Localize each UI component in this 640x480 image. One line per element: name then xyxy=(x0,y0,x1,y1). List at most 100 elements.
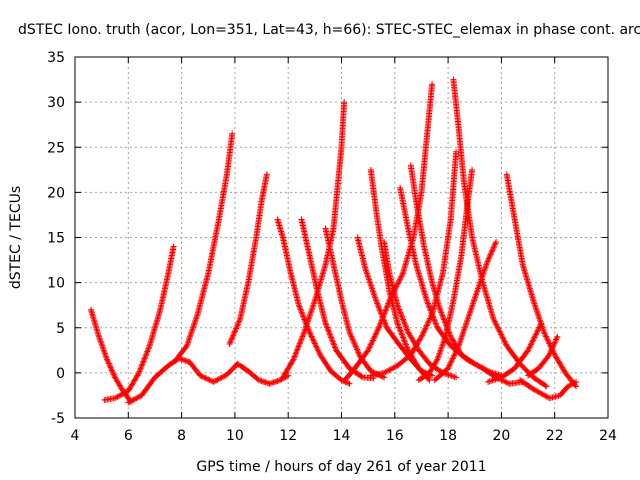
data-point xyxy=(426,316,433,323)
data-point xyxy=(293,347,300,354)
plot-area xyxy=(87,76,580,406)
data-point xyxy=(379,313,386,320)
data-point xyxy=(433,357,440,364)
data-point xyxy=(451,351,458,358)
data-point xyxy=(486,254,493,261)
data-point xyxy=(433,321,440,328)
data-point xyxy=(466,311,473,318)
data-point xyxy=(291,353,298,360)
data-point xyxy=(483,367,490,374)
data-point xyxy=(143,351,150,358)
data-series xyxy=(367,148,460,379)
data-point xyxy=(370,336,377,343)
data-point xyxy=(397,274,404,281)
data-point xyxy=(332,345,339,352)
data-point xyxy=(298,309,305,316)
data-point xyxy=(501,378,508,385)
data-point xyxy=(535,312,542,319)
data-point xyxy=(445,365,452,372)
data-point xyxy=(139,361,146,368)
data-point xyxy=(135,393,142,400)
data-point xyxy=(394,320,401,327)
data-point xyxy=(189,327,196,334)
data-point xyxy=(424,299,431,306)
data-point xyxy=(573,378,580,385)
data-point xyxy=(189,326,196,333)
data-point xyxy=(111,372,118,379)
data-point xyxy=(440,315,447,322)
data-point xyxy=(115,392,122,399)
data-point xyxy=(308,308,315,315)
data-point xyxy=(125,399,132,406)
data-point xyxy=(396,325,403,332)
data-point xyxy=(221,373,228,380)
data-point xyxy=(464,315,471,322)
data-point xyxy=(491,318,498,325)
data-point xyxy=(365,275,372,282)
data-point xyxy=(345,380,352,387)
data-point xyxy=(551,340,558,347)
data-point xyxy=(376,306,383,313)
data-point xyxy=(375,304,382,311)
data-point xyxy=(493,239,500,246)
data-point xyxy=(325,327,332,334)
data-point xyxy=(192,318,199,325)
data-point xyxy=(395,305,402,312)
data-point xyxy=(382,320,389,327)
data-point xyxy=(471,360,478,367)
data-point xyxy=(473,361,480,368)
data-point xyxy=(393,283,400,290)
data-point xyxy=(423,322,430,329)
data-point xyxy=(534,311,541,318)
data-point xyxy=(445,371,452,378)
data-point xyxy=(492,370,499,377)
data-point xyxy=(438,309,445,316)
x-tick-label: 6 xyxy=(124,428,133,444)
data-point xyxy=(233,325,240,332)
data-point xyxy=(473,290,480,297)
data-point xyxy=(404,327,411,334)
data-series xyxy=(101,243,177,403)
y-tick-label: -5 xyxy=(51,411,65,427)
data-point xyxy=(430,314,437,321)
data-point xyxy=(491,241,498,248)
data-point xyxy=(426,303,433,310)
data-point xyxy=(111,395,118,402)
data-point xyxy=(355,350,362,357)
data-point xyxy=(429,313,436,320)
data-point xyxy=(316,350,323,357)
data-point xyxy=(552,337,559,344)
data-point xyxy=(483,261,490,268)
data-point xyxy=(461,326,468,333)
data-point xyxy=(290,356,297,363)
data-point xyxy=(310,300,317,307)
data-point xyxy=(382,307,389,314)
data-point xyxy=(354,346,361,353)
data-point xyxy=(263,171,270,178)
data-point xyxy=(400,316,407,323)
data-point xyxy=(136,368,143,375)
data-point xyxy=(490,244,497,251)
data-point xyxy=(381,319,388,326)
data-point xyxy=(99,342,106,349)
data-point xyxy=(323,321,330,328)
data-point xyxy=(210,378,217,385)
data-point xyxy=(382,321,389,328)
data-point xyxy=(417,335,424,342)
data-point xyxy=(297,339,304,346)
data-point xyxy=(546,351,553,358)
data-point xyxy=(397,328,404,335)
data-point xyxy=(487,251,494,258)
y-tick-label: 35 xyxy=(47,50,65,66)
data-point xyxy=(234,322,241,329)
data-point xyxy=(323,323,330,330)
data-point xyxy=(97,336,104,343)
data-point xyxy=(467,308,474,315)
data-point xyxy=(369,337,376,344)
data-point xyxy=(376,323,383,330)
data-point xyxy=(432,319,439,326)
data-point xyxy=(492,320,499,326)
data-point xyxy=(545,339,552,346)
data-point xyxy=(394,282,401,288)
data-point xyxy=(397,309,404,316)
